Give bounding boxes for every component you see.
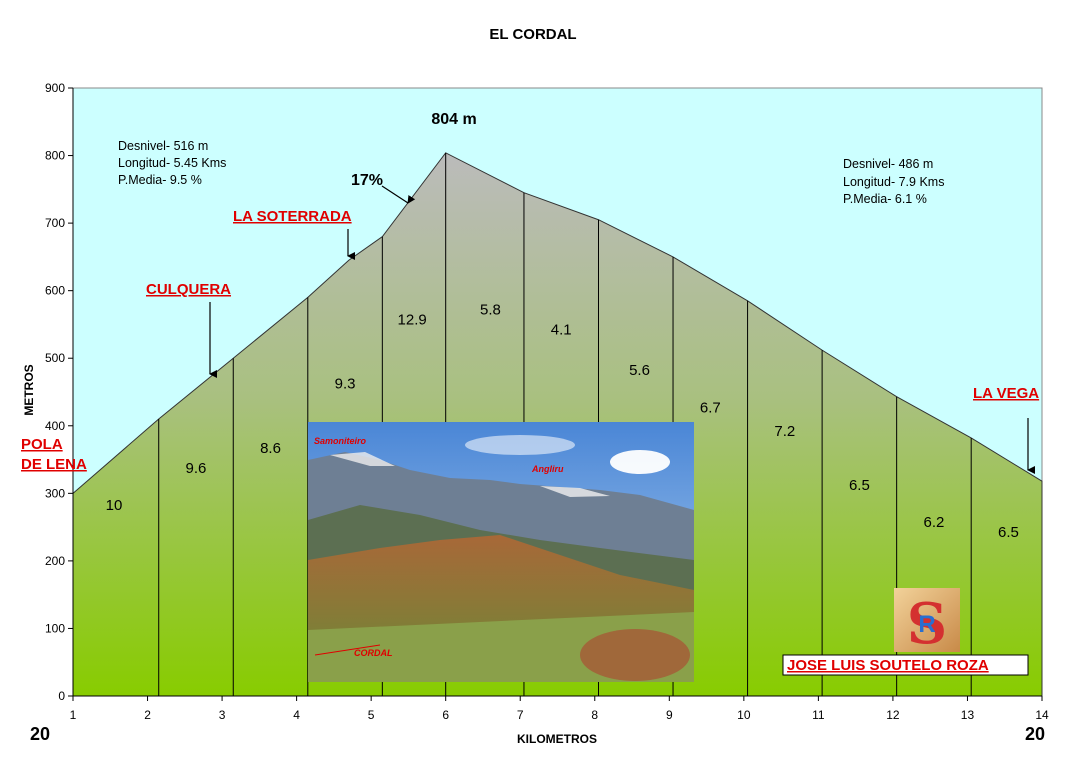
- x-tick-label-6: 6: [442, 708, 449, 722]
- photo-label-samoniteiro: Samoniteiro: [314, 436, 367, 446]
- x-tick-label-4: 4: [293, 708, 300, 722]
- segment-grade-label-10: 7.2: [774, 423, 795, 440]
- left-stats: Desnivel- 516 m Longitud- 5.45 Kms P.Med…: [118, 139, 226, 187]
- segment-grade-label-9: 6.7: [700, 399, 721, 416]
- corner-number-right: 20: [1025, 724, 1045, 744]
- place-vega: LA VEGA: [973, 385, 1039, 402]
- corner-number-left: 20: [30, 724, 50, 744]
- y-tick-label-900: 900: [45, 81, 65, 95]
- place-culquera: CULQUERA: [146, 281, 231, 298]
- x-tick-label-1: 1: [70, 708, 77, 722]
- svg-text:R: R: [918, 611, 935, 638]
- y-axis-title: METROS: [22, 364, 36, 415]
- chart-title: EL CORDAL: [489, 26, 576, 43]
- segment-grade-label-8: 5.6: [629, 362, 650, 379]
- right-stat-longitud: Longitud- 7.9 Kms: [843, 175, 944, 189]
- right-stats: Desnivel- 486 m Longitud- 7.9 Kms P.Medi…: [843, 157, 944, 206]
- x-tick-label-7: 7: [517, 708, 524, 722]
- x-tick-label-2: 2: [144, 708, 151, 722]
- segment-grade-label-13: 6.5: [998, 524, 1019, 541]
- x-tick-label-3: 3: [219, 708, 226, 722]
- segment-grade-label-12: 6.2: [923, 514, 944, 531]
- author-box: [782, 654, 1029, 676]
- photo-label-cordal: CORDAL: [354, 648, 393, 658]
- x-tick-label-13: 13: [961, 708, 975, 722]
- place-soterrada: LA SOTERRADA: [233, 208, 352, 225]
- right-stat-desnivel: Desnivel- 486 m: [843, 157, 933, 171]
- x-tick-label-12: 12: [886, 708, 900, 722]
- segment-grade-label-4: 9.3: [335, 376, 356, 393]
- segment-grade-label-1: 10: [106, 497, 123, 514]
- y-tick-label-400: 400: [45, 419, 65, 433]
- segment-grade-label-11: 6.5: [849, 477, 870, 494]
- peak-label: 804 m: [431, 111, 476, 128]
- segment-grade-label-3: 8.6: [260, 440, 281, 457]
- author-name: JOSE LUIS SOUTELO ROZA: [787, 657, 989, 674]
- left-stat-media: P.Media- 9.5 %: [118, 173, 202, 187]
- y-tick-label-200: 200: [45, 554, 65, 568]
- y-tick-label-700: 700: [45, 216, 65, 230]
- left-stat-longitud: Longitud- 5.45 Kms: [118, 156, 226, 170]
- segment-grade-label-5: 12.9: [398, 311, 427, 328]
- landscape-photo: Samoniteiro Angliru CORDAL: [308, 422, 694, 682]
- photo-label-angliru: Angliru: [531, 464, 564, 474]
- x-tick-label-11: 11: [812, 708, 825, 722]
- left-stat-desnivel: Desnivel- 516 m: [118, 139, 208, 153]
- segment-grade-label-7: 4.1: [551, 322, 572, 339]
- right-stat-media: P.Media- 6.1 %: [843, 192, 927, 206]
- x-axis-title: KILOMETROS: [517, 732, 597, 746]
- max-grade-arrow: [381, 185, 416, 204]
- logo-icon: S R: [894, 588, 960, 657]
- x-tick-label-5: 5: [368, 708, 375, 722]
- y-tick-label-100: 100: [45, 621, 65, 635]
- segment-grade-label-2: 9.6: [186, 460, 207, 477]
- y-tick-label-0: 0: [58, 689, 65, 703]
- x-tick-label-8: 8: [591, 708, 598, 722]
- y-tick-label-300: 300: [45, 486, 65, 500]
- place-pola-line1: POLA: [21, 436, 63, 453]
- svg-text:S: S: [907, 591, 947, 657]
- segment-grade-label-6: 5.8: [480, 301, 501, 318]
- max-grade-label: 17%: [351, 172, 383, 189]
- x-tick-label-14: 14: [1035, 708, 1049, 722]
- place-pola-line2: DE LENA: [21, 456, 87, 473]
- y-tick-label-800: 800: [45, 149, 65, 163]
- y-tick-label-600: 600: [45, 284, 65, 298]
- y-tick-label-500: 500: [45, 351, 65, 365]
- x-tick-label-10: 10: [737, 708, 751, 722]
- x-tick-label-9: 9: [666, 708, 673, 722]
